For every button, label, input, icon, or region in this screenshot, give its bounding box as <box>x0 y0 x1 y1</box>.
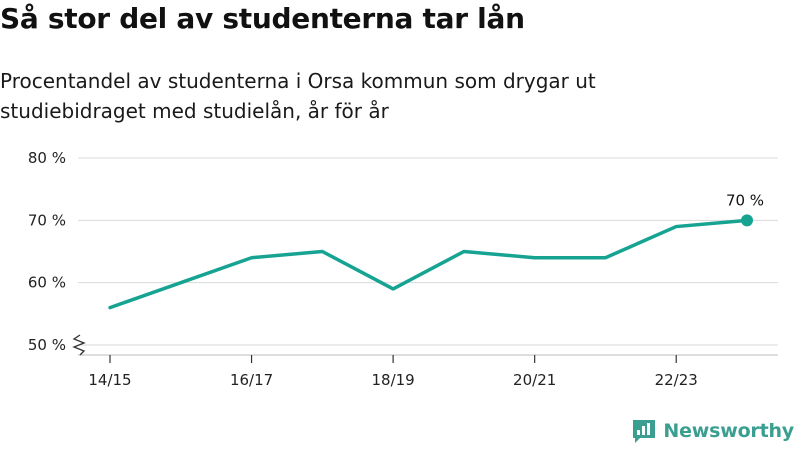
newsworthy-logo: Newsworthy <box>631 418 794 444</box>
series-line <box>108 218 749 310</box>
last-data-point <box>741 214 753 227</box>
chart-subtitle: Procentandel av studenterna i Orsa kommu… <box>0 69 596 123</box>
x-tick-label: 14/15 <box>88 371 131 389</box>
y-tick-label: 80 % <box>28 149 66 167</box>
x-tick-label: 22/23 <box>655 371 698 389</box>
y-tick-label: 60 % <box>28 274 66 292</box>
axis-break-icon <box>72 334 86 356</box>
x-tick-label: 16/17 <box>230 371 273 389</box>
newsworthy-logo-text: Newsworthy <box>663 420 794 442</box>
y-tick-label: 50 % <box>28 336 66 354</box>
x-tick-label: 20/21 <box>513 371 556 389</box>
x-tick-label: 18/19 <box>371 371 414 389</box>
last-point-label: 70 % <box>726 191 764 209</box>
y-tick-label: 70 % <box>28 211 66 229</box>
chart-title: Så stor del av studenterna tar lån <box>0 2 525 35</box>
newsworthy-logo-icon <box>633 420 656 443</box>
